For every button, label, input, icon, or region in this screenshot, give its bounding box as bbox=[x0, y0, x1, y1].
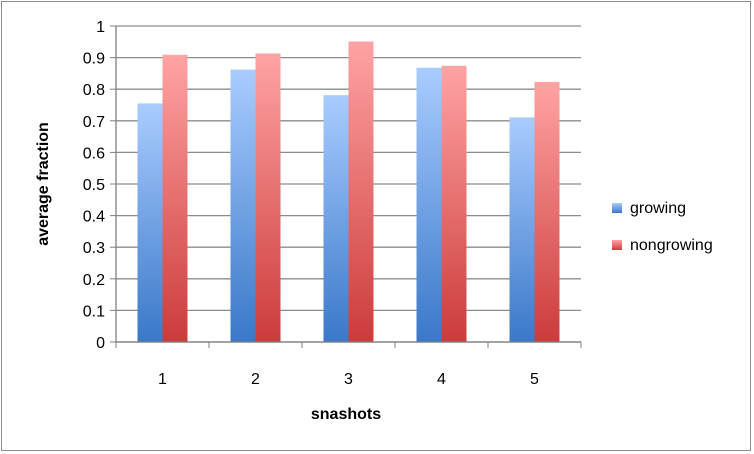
y-tick-label-8: 0.8 bbox=[83, 82, 105, 99]
y-tick-label-4: 0.4 bbox=[83, 209, 105, 226]
bar-nongrowing-5 bbox=[534, 81, 560, 342]
bar-nongrowing-3 bbox=[348, 41, 374, 342]
axes bbox=[110, 25, 582, 348]
bar-nongrowing-4 bbox=[441, 65, 467, 342]
y-tick-label-1: 0.1 bbox=[83, 303, 105, 320]
y-tick-label-9: 0.9 bbox=[83, 51, 105, 68]
bar-growing-1 bbox=[137, 103, 163, 342]
legend-label-growing: growing bbox=[630, 200, 686, 217]
x-tick-label-2: 2 bbox=[251, 371, 260, 388]
y-tick-label-10: 1 bbox=[96, 19, 105, 36]
x-tick-label-1: 1 bbox=[158, 371, 167, 388]
legend: growing nongrowing bbox=[612, 200, 713, 254]
x-axis-title: snashots bbox=[311, 406, 381, 423]
legend-label-nongrowing: nongrowing bbox=[630, 237, 713, 254]
y-tick-label-3: 0.3 bbox=[83, 240, 105, 257]
bar-growing-2 bbox=[230, 69, 256, 342]
y-tick-label-0: 0 bbox=[96, 335, 105, 352]
y-axis-title: average fraction bbox=[35, 122, 52, 246]
y-tick-label-5: 0.5 bbox=[83, 177, 105, 194]
y-tick-label-6: 0.6 bbox=[83, 145, 105, 162]
legend-swatch-growing bbox=[612, 203, 622, 213]
bars bbox=[137, 41, 560, 342]
bar-nongrowing-1 bbox=[162, 54, 188, 342]
bar-nongrowing-2 bbox=[255, 53, 281, 342]
y-tick-label-7: 0.7 bbox=[83, 114, 105, 131]
tick-labels: 0 0.1 0.2 0.3 0.4 0.5 0.6 0.7 0.8 0.9 1 1 2 3 4 5 bbox=[83, 19, 539, 388]
y-tick-label-2: 0.2 bbox=[83, 272, 105, 289]
bar-growing-4 bbox=[416, 67, 442, 342]
bar-growing-3 bbox=[323, 95, 349, 342]
x-tick-label-3: 3 bbox=[344, 371, 353, 388]
bar-growing-5 bbox=[509, 117, 535, 342]
x-tick-label-4: 4 bbox=[437, 371, 446, 388]
legend-swatch-nongrowing bbox=[612, 240, 622, 250]
x-tick-label-5: 5 bbox=[530, 371, 539, 388]
